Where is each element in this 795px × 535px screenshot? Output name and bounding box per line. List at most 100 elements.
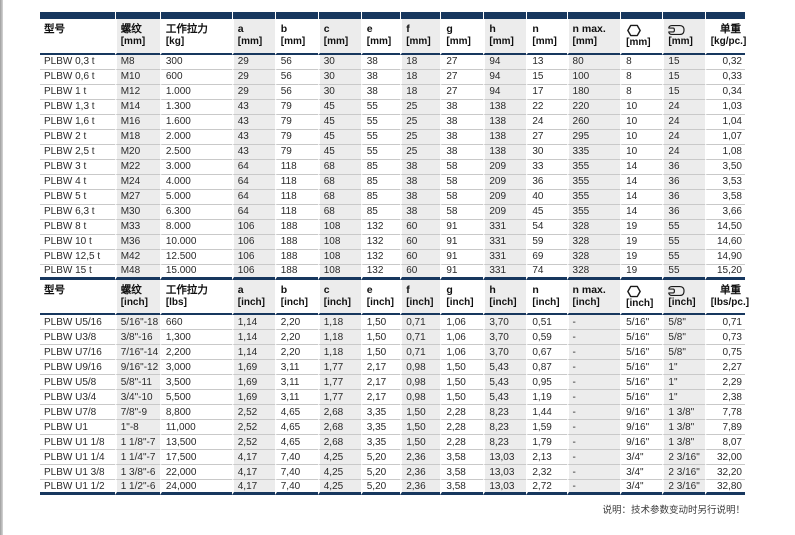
cell-h: 138 <box>483 99 527 115</box>
top-bar-segment <box>526 12 567 19</box>
table-row: PLBW U1 3/8 1 3/8"-6 22,000 4,17 7,40 4,25 5,2… <box>40 465 745 480</box>
cell-e: 5,20 <box>360 450 401 465</box>
cell-thread: M12 <box>114 84 160 100</box>
cell-thread: M24 <box>114 174 160 190</box>
cell-n_max: 100 <box>566 69 621 85</box>
cell-hex: 19 <box>620 234 663 250</box>
cell-f: 25 <box>400 129 441 145</box>
cell-wrench: 1" <box>662 390 705 405</box>
col-header-unit: [inch] <box>572 296 600 308</box>
cell-e: 3,35 <box>360 405 401 420</box>
cell-hex: 19 <box>620 219 663 235</box>
cell-e: 85 <box>360 189 401 205</box>
cell-hex: 5/16" <box>620 315 663 330</box>
cell-n_max: - <box>566 420 621 435</box>
cell-n: 24 <box>526 114 567 130</box>
top-bar-segment <box>159 12 232 19</box>
cell-weight: 15,20 <box>704 264 745 280</box>
cell-model: PLBW 15 t <box>40 265 115 280</box>
cell-wrench: 5/8" <box>662 330 705 345</box>
table-row: PLBW 0,6 t M10 600 29 56 30 38 18 27 94 15 100 8 15 0,… <box>40 69 745 85</box>
cell-hex: 14 <box>620 174 663 190</box>
cell-wrench: 24 <box>662 144 705 160</box>
col-header-thread: 螺纹 [mm] <box>114 19 160 55</box>
cell-h: 13,03 <box>483 450 527 465</box>
cell-wll: 8.000 <box>159 219 232 235</box>
col-header-unit: [inch] <box>366 296 394 308</box>
cell-n_max: 260 <box>566 114 621 130</box>
cell-thread: 1 1/2"-6 <box>114 480 160 495</box>
cell-h: 209 <box>483 174 527 190</box>
cell-b: 2,20 <box>274 330 318 345</box>
col-header-weight: 单重 [kg/pc.] <box>704 19 746 55</box>
col-header-f: f [mm] <box>400 19 441 55</box>
col-header-unit: [mm] <box>572 36 597 48</box>
cell-wrench: 15 <box>662 69 705 85</box>
cell-hex: 10 <box>620 144 663 160</box>
cell-wll: 3.000 <box>159 159 232 175</box>
top-bar-segment <box>566 12 621 19</box>
cell-wll: 10.000 <box>159 234 232 250</box>
cell-n_max: - <box>566 375 621 390</box>
cell-model: PLBW U7/8 <box>40 405 115 420</box>
cell-wll: 5,500 <box>159 390 232 405</box>
cell-n: 1,79 <box>526 435 567 450</box>
cell-b: 2,20 <box>274 315 318 330</box>
cell-weight: 14,60 <box>704 234 745 250</box>
cell-wrench: 5/8" <box>662 345 705 360</box>
cell-h: 138 <box>483 114 527 130</box>
col-header-unit: [mm] <box>489 36 514 48</box>
col-header-unit: [inch] <box>626 297 654 309</box>
wrench-icon <box>668 23 702 36</box>
cell-n: 30 <box>526 144 567 160</box>
cell-n_max: - <box>566 465 621 480</box>
top-bar-segment <box>40 12 115 19</box>
cell-weight: 0,34 <box>704 84 745 100</box>
col-header-label: b <box>280 23 288 35</box>
cell-thread: 1 1/8"-7 <box>114 435 160 450</box>
cell-f: 60 <box>400 234 441 250</box>
cell-n: 27 <box>526 129 567 145</box>
cell-model: PLBW 1,3 t <box>40 100 115 115</box>
cell-g: 3,58 <box>440 450 484 465</box>
col-header-label: h <box>489 23 496 35</box>
cell-h: 331 <box>483 249 527 265</box>
cell-c: 68 <box>317 159 361 175</box>
col-header-unit: [lbs] <box>165 296 187 308</box>
cell-wrench: 1" <box>662 375 705 390</box>
cell-thread: 5/16"-18 <box>114 315 160 330</box>
cell-model: PLBW 8 t <box>40 220 115 235</box>
col-header-n_max: n max. [inch] <box>566 279 621 315</box>
table-row: PLBW 3 t M22 3.000 64 118 68 85 38 58 209 33 355 14 3… <box>40 159 745 175</box>
cell-e: 132 <box>360 219 401 235</box>
cell-wrench: 5/8" <box>662 315 705 330</box>
col-header-wrench: [mm] <box>662 19 705 55</box>
table-row: PLBW 6,3 t M30 6.300 64 118 68 85 38 58 209 45 355 1… <box>40 204 745 220</box>
col-header-unit: [mm] <box>366 36 392 48</box>
hex-socket-icon <box>627 24 641 37</box>
col-header-model: 型号 <box>40 280 115 315</box>
cell-f: 0,98 <box>400 390 441 405</box>
cell-wll: 600 <box>159 69 232 85</box>
col-header-unit: [inch] <box>446 296 474 308</box>
col-header-h: h [mm] <box>483 19 527 55</box>
cell-wll: 660 <box>159 315 232 330</box>
table-row: PLBW U3/8 3/8"-16 1,300 1,14 2,20 1,18 1,50 0,7… <box>40 330 745 345</box>
cell-f: 38 <box>400 174 441 190</box>
cell-thread: 9/16"-12 <box>114 360 160 375</box>
hex-socket-icon <box>627 285 641 297</box>
cell-thread: M18 <box>114 129 160 145</box>
cell-wrench: 15 <box>662 84 705 100</box>
cell-e: 38 <box>360 84 401 100</box>
cell-wll: 22,000 <box>159 465 232 480</box>
cell-wrench: 24 <box>662 114 705 130</box>
cell-h: 331 <box>483 264 527 280</box>
cell-f: 18 <box>400 54 441 70</box>
table-row: PLBW 1 t M12 1.000 29 56 30 38 18 27 94 17 180 8 15 0,… <box>40 84 745 100</box>
col-header-label: f <box>406 283 410 296</box>
cell-model: PLBW U1 1/8 <box>40 435 115 450</box>
cell-c: 68 <box>317 204 361 220</box>
cell-wll: 3,500 <box>159 375 232 390</box>
cell-a: 29 <box>231 69 275 85</box>
cell-weight: 0,75 <box>704 345 745 360</box>
